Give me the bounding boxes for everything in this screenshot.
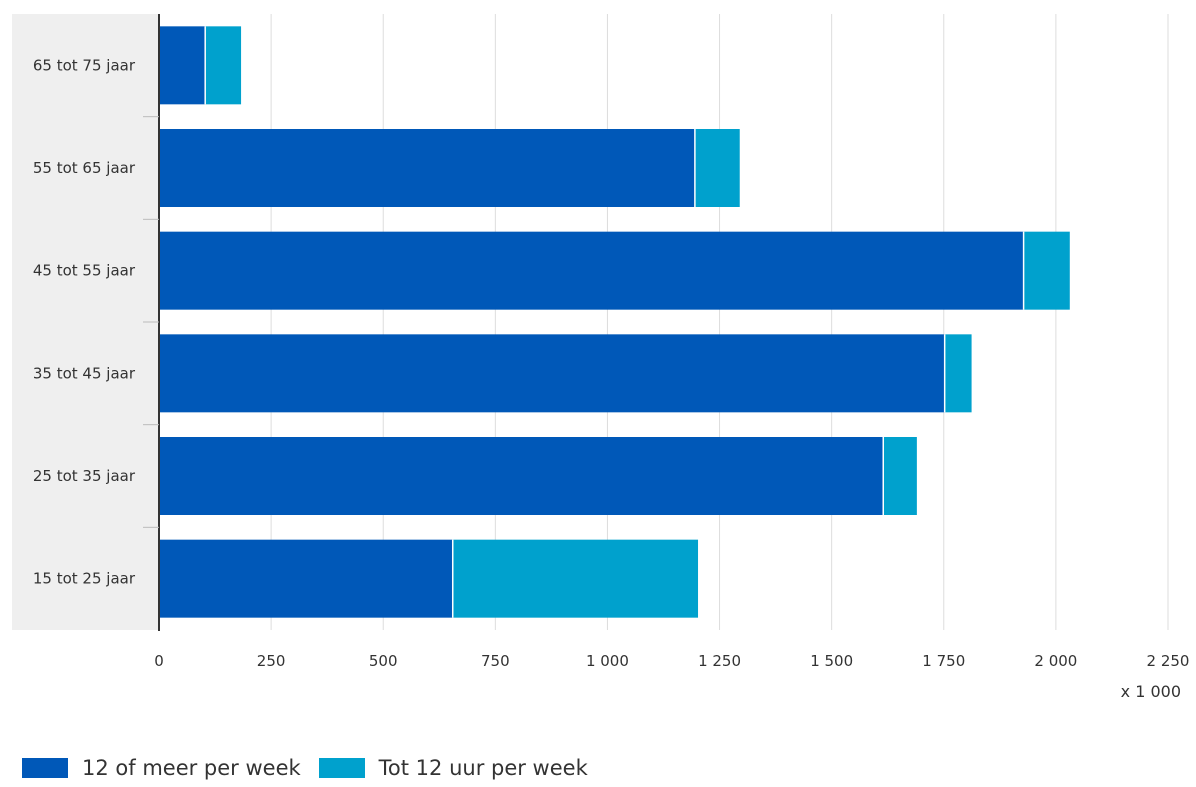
bars <box>159 26 1070 618</box>
bar-series-2 <box>694 129 740 207</box>
chart: 65 tot 75 jaar 55 tot 65 jaar 45 tot 55 ja… <box>12 14 1189 701</box>
x-tick-label: 2 000 <box>1034 652 1077 670</box>
x-tick-label: 1 750 <box>922 652 965 670</box>
legend-item-series-1: 12 of meer per week <box>22 756 301 780</box>
x-tick-label: 500 <box>369 652 398 670</box>
legend-swatch-series-1 <box>22 758 68 778</box>
category-labels: 65 tot 75 jaar 55 tot 65 jaar 45 tot 55 ja… <box>33 56 136 587</box>
x-tick-labels: 0 250 500 750 1 000 1 250 1 500 1 750 2 000 2 250 <box>154 652 1189 670</box>
category-label: 65 tot 75 jaar <box>33 56 136 74</box>
x-tick-label: 1 000 <box>586 652 629 670</box>
bar-series-2 <box>452 539 699 618</box>
bar-series-1 <box>159 231 1024 310</box>
legend: 12 of meer per week Tot 12 uur per week <box>22 756 606 780</box>
bar-series-2 <box>205 26 242 105</box>
category-label: 25 tot 35 jaar <box>33 467 136 485</box>
x-tick-label: 1 500 <box>810 652 853 670</box>
x-unit-label: x 1 000 <box>1121 682 1181 701</box>
gridlines <box>270 14 1169 630</box>
legend-label-series-1: 12 of meer per week <box>82 756 301 780</box>
bar-series-2 <box>944 334 972 413</box>
bar-series-1 <box>159 539 453 618</box>
bar-series-2 <box>1023 231 1070 310</box>
legend-label-series-2: Tot 12 uur per week <box>378 756 588 780</box>
bar-series-2 <box>883 437 917 515</box>
category-label: 35 tot 45 jaar <box>33 364 136 382</box>
legend-swatch-series-2 <box>318 758 365 778</box>
x-tick-label: 250 <box>257 652 286 670</box>
legend-item-series-2: Tot 12 uur per week <box>318 756 588 780</box>
category-label: 55 tot 65 jaar <box>33 159 136 177</box>
category-label: 45 tot 55 jaar <box>33 262 136 280</box>
x-tick-label: 0 <box>154 652 164 670</box>
category-ticks <box>143 116 159 528</box>
bar-series-1 <box>159 334 945 413</box>
bar-series-1 <box>159 129 695 207</box>
x-tick-label: 750 <box>481 652 510 670</box>
bar-series-1 <box>159 437 884 515</box>
bar-series-1 <box>159 26 206 105</box>
category-axis-band <box>12 14 159 630</box>
x-tick-label: 1 250 <box>698 652 741 670</box>
category-label: 15 tot 25 jaar <box>33 570 136 588</box>
x-tick-label: 2 250 <box>1147 652 1190 670</box>
